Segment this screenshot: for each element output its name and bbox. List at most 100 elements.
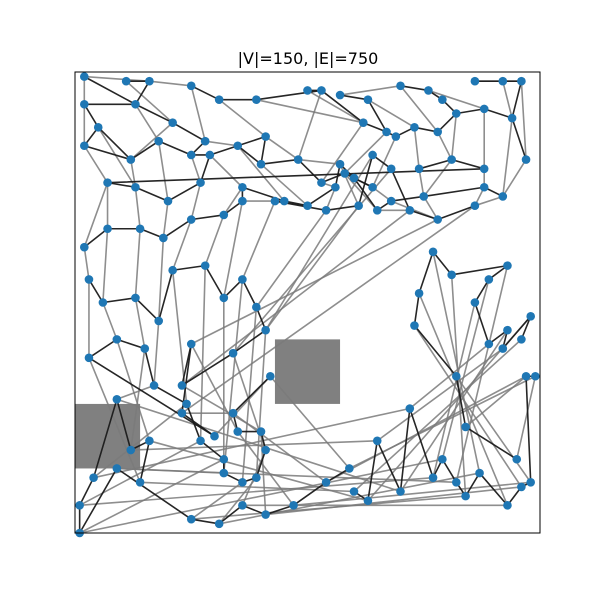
- graph-node-122: [372, 436, 382, 446]
- graph-node-25: [433, 127, 443, 137]
- graph-node-118: [321, 477, 331, 487]
- graph-node-85: [228, 348, 238, 358]
- graph-node-113: [186, 514, 196, 524]
- node-layer: [75, 72, 540, 538]
- light-edge-87: [190, 343, 239, 433]
- dark-edge-21: [260, 135, 267, 165]
- graph-node-124: [405, 404, 415, 413]
- light-edge-124: [408, 343, 490, 410]
- light-edge-107: [130, 439, 379, 451]
- light-edge-31: [97, 126, 137, 189]
- light-edge-67: [241, 200, 276, 281]
- graph-node-2: [145, 76, 154, 86]
- light-edge-17: [130, 121, 174, 161]
- light-edge-90: [88, 357, 141, 484]
- graph-node-91: [112, 335, 122, 344]
- light-edge-48: [162, 200, 169, 239]
- light-edge-132: [455, 375, 532, 484]
- light-edge-62: [134, 227, 141, 299]
- dark-edge-14: [511, 80, 523, 119]
- light-edge-63: [157, 237, 165, 322]
- graph-node-21: [359, 118, 368, 128]
- light-edge-129: [432, 250, 481, 474]
- dark-edge-76: [102, 297, 137, 304]
- light-edge-95: [78, 439, 202, 507]
- dark-edge-77: [134, 297, 160, 322]
- graph-node-27: [479, 104, 489, 114]
- graph-node-3: [186, 81, 196, 91]
- light-edge-91: [116, 338, 151, 442]
- dark-edge-34: [130, 140, 160, 161]
- dark-edge-142: [413, 292, 420, 327]
- graph-node-50: [279, 196, 289, 206]
- graph-node-108: [112, 395, 122, 404]
- light-edge-133: [464, 375, 527, 428]
- light-edge-29: [501, 158, 527, 198]
- plot-title: |V|=150, |E|=750: [238, 49, 379, 68]
- light-edge-35: [209, 154, 244, 189]
- graph-node-92: [140, 344, 150, 353]
- plot-frame: [74, 71, 541, 534]
- dark-edge-145: [464, 426, 518, 461]
- graph-node-133: [521, 371, 531, 381]
- dark-edge-53: [306, 186, 337, 207]
- dark-edge-73: [408, 209, 439, 221]
- graph-node-10: [424, 86, 433, 95]
- graph-node-54: [349, 173, 359, 183]
- light-edge-7: [306, 89, 365, 124]
- graph-node-19: [261, 132, 270, 141]
- graph-node-131: [517, 482, 526, 492]
- dark-edge-130: [525, 375, 532, 484]
- graph-node-58: [479, 182, 489, 192]
- graph-node-104: [266, 371, 275, 381]
- graph-node-116: [261, 510, 270, 519]
- light-edge-8: [339, 85, 402, 96]
- graph-node-83: [252, 302, 261, 312]
- dark-edge-59: [422, 186, 486, 198]
- light-edge-74: [181, 204, 476, 414]
- dark-edge-103: [232, 375, 272, 414]
- light-edge-9: [367, 98, 416, 129]
- graph-node-75: [84, 275, 94, 284]
- graph-node-123: [396, 487, 405, 496]
- light-edge-25: [436, 131, 453, 161]
- dark-edge-107: [92, 398, 118, 479]
- dark-edge-122: [408, 407, 434, 479]
- graph-node-127: [452, 477, 461, 487]
- dark-edge-33: [97, 126, 132, 161]
- graph-node-144: [428, 247, 438, 257]
- graph-node-112: [112, 464, 122, 473]
- graph-node-43: [447, 155, 456, 164]
- light-edge-122: [376, 347, 504, 442]
- dark-edge-74: [436, 204, 476, 221]
- graph-node-51: [303, 201, 312, 210]
- graph-node-24: [410, 123, 419, 132]
- graph-node-103: [228, 408, 238, 418]
- dark-edge-39: [260, 158, 300, 165]
- graph-node-14: [517, 76, 526, 86]
- graph-node-37: [256, 159, 266, 169]
- dark-edge-18: [171, 121, 206, 142]
- graph-node-120: [349, 487, 359, 496]
- graph-node-148: [461, 422, 470, 432]
- dark-edge-82: [241, 278, 258, 308]
- light-edge-34: [190, 154, 202, 184]
- graph-node-94: [182, 399, 191, 409]
- dark-edge-94: [185, 403, 202, 442]
- graph-node-60: [80, 242, 89, 252]
- graph-node-55: [372, 206, 382, 215]
- light-edge-123: [399, 329, 509, 493]
- graph-node-53: [335, 159, 345, 169]
- graph-node-9: [396, 81, 405, 91]
- dark-edge-119: [367, 439, 379, 502]
- dark-edge-116: [292, 481, 327, 507]
- light-edge-30: [83, 144, 109, 184]
- light-edge-134: [515, 375, 537, 461]
- graph-node-11: [438, 95, 447, 104]
- dark-edge-16: [83, 103, 100, 129]
- graph-node-12: [470, 76, 480, 86]
- graph-node-42: [414, 164, 424, 174]
- light-edge-76: [102, 301, 118, 341]
- light-edge-83: [241, 306, 258, 484]
- light-edge-43: [422, 158, 453, 198]
